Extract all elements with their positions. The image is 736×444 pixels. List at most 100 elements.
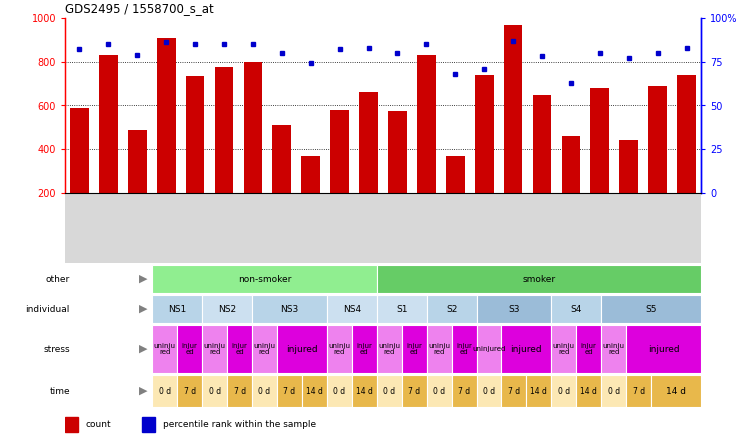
Bar — [227, 325, 252, 373]
Bar — [99, 55, 118, 193]
Bar — [427, 295, 476, 323]
Text: NS4: NS4 — [343, 305, 361, 313]
Bar — [277, 375, 302, 407]
Bar — [601, 325, 626, 373]
Text: 14 d: 14 d — [531, 386, 548, 396]
Bar — [619, 140, 638, 193]
Text: 0 d: 0 d — [159, 386, 171, 396]
Text: percentile rank within the sample: percentile rank within the sample — [163, 420, 316, 428]
Text: 0 d: 0 d — [208, 386, 221, 396]
Bar — [152, 295, 202, 323]
Bar — [377, 295, 427, 323]
Text: non-smoker: non-smoker — [238, 274, 291, 284]
Text: injur
ed: injur ed — [406, 343, 422, 355]
Text: ▶: ▶ — [139, 274, 147, 284]
Text: time: time — [49, 386, 70, 396]
Bar — [533, 95, 551, 193]
Text: injured: injured — [648, 345, 679, 353]
Text: 7 d: 7 d — [184, 386, 196, 396]
Text: uninju
red: uninju red — [328, 343, 350, 355]
Text: 0 d: 0 d — [433, 386, 445, 396]
Bar — [330, 110, 349, 193]
Text: ▶: ▶ — [139, 386, 147, 396]
Text: count: count — [85, 420, 111, 428]
Bar — [202, 325, 227, 373]
Text: injur
ed: injur ed — [356, 343, 372, 355]
Text: 0 d: 0 d — [258, 386, 271, 396]
Text: uninju
red: uninju red — [253, 343, 275, 355]
Text: 14 d: 14 d — [666, 386, 686, 396]
Bar — [648, 86, 667, 193]
Text: NS3: NS3 — [280, 305, 299, 313]
Bar — [476, 375, 501, 407]
Text: injured: injured — [286, 345, 318, 353]
Bar — [402, 325, 427, 373]
Bar — [352, 325, 377, 373]
Text: uninju
red: uninju red — [428, 343, 450, 355]
Bar — [651, 375, 701, 407]
Bar — [446, 156, 464, 193]
Bar — [427, 375, 452, 407]
Text: uninjured: uninjured — [473, 346, 506, 352]
Text: 0 d: 0 d — [383, 386, 395, 396]
Bar — [65, 416, 78, 432]
Bar — [327, 295, 377, 323]
Bar — [301, 156, 320, 193]
Text: 7 d: 7 d — [233, 386, 246, 396]
Text: 7 d: 7 d — [408, 386, 420, 396]
Bar — [402, 375, 427, 407]
Bar — [501, 325, 551, 373]
Bar — [417, 55, 436, 193]
Bar — [551, 325, 576, 373]
Text: stress: stress — [43, 345, 70, 353]
Bar — [476, 325, 501, 373]
Text: 0 d: 0 d — [558, 386, 570, 396]
Bar — [152, 325, 177, 373]
Bar — [526, 375, 551, 407]
Text: injur
ed: injur ed — [456, 343, 472, 355]
Text: 14 d: 14 d — [356, 386, 372, 396]
Bar — [70, 108, 89, 193]
Bar — [352, 375, 377, 407]
Bar — [562, 136, 580, 193]
Text: uninju
red: uninju red — [204, 343, 226, 355]
Text: S4: S4 — [570, 305, 582, 313]
Bar — [576, 325, 601, 373]
Bar — [215, 67, 233, 193]
Text: S5: S5 — [645, 305, 657, 313]
Bar — [377, 325, 402, 373]
Text: uninju
red: uninju red — [154, 343, 176, 355]
Bar — [128, 130, 146, 193]
Bar — [327, 375, 352, 407]
Text: uninju
red: uninju red — [378, 343, 400, 355]
Text: 0 d: 0 d — [483, 386, 495, 396]
Bar — [202, 375, 227, 407]
Bar — [377, 265, 701, 293]
Bar — [202, 295, 252, 323]
Bar — [142, 416, 155, 432]
Bar — [626, 375, 651, 407]
Text: 14 d: 14 d — [306, 386, 323, 396]
Bar — [277, 325, 327, 373]
Bar — [501, 375, 526, 407]
Bar — [252, 325, 277, 373]
Text: S2: S2 — [446, 305, 457, 313]
Bar — [244, 62, 262, 193]
Text: S3: S3 — [508, 305, 520, 313]
Text: NS1: NS1 — [168, 305, 186, 313]
Bar — [302, 375, 327, 407]
Bar — [185, 76, 205, 193]
Bar — [452, 325, 476, 373]
Bar — [152, 265, 377, 293]
Text: 7 d: 7 d — [632, 386, 645, 396]
Bar — [677, 75, 696, 193]
Text: uninju
red: uninju red — [553, 343, 575, 355]
Bar — [503, 24, 523, 193]
Text: 7 d: 7 d — [508, 386, 520, 396]
Bar — [177, 325, 202, 373]
Bar — [601, 295, 701, 323]
Text: injured: injured — [511, 345, 542, 353]
Text: ▶: ▶ — [139, 304, 147, 314]
Bar — [551, 375, 576, 407]
Bar — [427, 325, 452, 373]
